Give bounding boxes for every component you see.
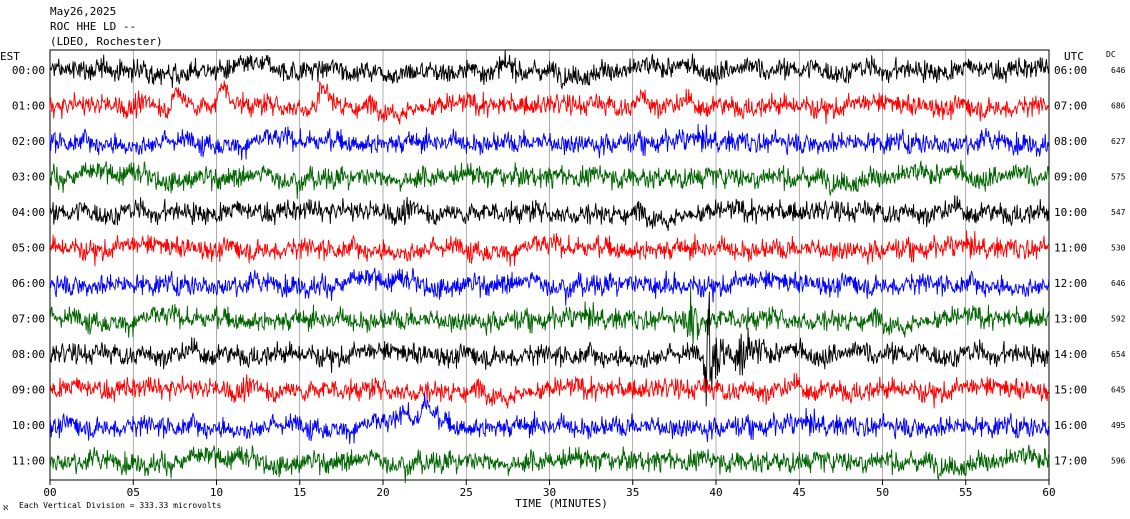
utc-label: 10:00 (1054, 206, 1087, 219)
dc-value: 530 (1111, 244, 1126, 253)
x-tick-label: 60 (1042, 486, 1055, 499)
utc-axis-label: UTC (1064, 50, 1084, 63)
x-tick-label: 55 (959, 486, 972, 499)
trace-line (49, 80, 1050, 125)
utc-label: 17:00 (1054, 455, 1087, 468)
dc-value: 645 (1111, 386, 1126, 395)
dc-value: 654 (1111, 350, 1126, 359)
utc-label: 09:00 (1054, 171, 1087, 184)
trace-line (49, 160, 1050, 200)
utc-label: 16:00 (1054, 419, 1087, 432)
x-tick-label: 35 (626, 486, 639, 499)
x-tick-label: 10 (210, 486, 223, 499)
date-label: May26,2025 (50, 5, 117, 18)
x-tick-label: 50 (876, 486, 889, 499)
utc-label: 08:00 (1054, 135, 1087, 148)
dc-value: 592 (1111, 315, 1126, 324)
x-tick-label: 30 (543, 486, 556, 499)
dc-value: 495 (1111, 421, 1126, 430)
trace-line (49, 123, 1050, 161)
utc-label: 07:00 (1054, 100, 1087, 113)
dc-value: 686 (1111, 102, 1126, 111)
trace-line (49, 195, 1050, 231)
est-label: 00:00 (12, 64, 45, 77)
dc-value: 627 (1111, 137, 1126, 146)
x-tick-label: 05 (127, 486, 140, 499)
utc-label: 12:00 (1054, 277, 1087, 290)
est-label: 04:00 (12, 206, 45, 219)
trace-line (49, 286, 1050, 344)
utc-label: 15:00 (1054, 384, 1087, 397)
trace-line (49, 372, 1050, 409)
est-label: 08:00 (12, 348, 45, 361)
est-label: 02:00 (12, 135, 45, 148)
x-tick-label: 40 (709, 486, 722, 499)
trace-line (49, 230, 1050, 267)
x-tick-label: 25 (460, 486, 473, 499)
scale-note: Each Vertical Division = 333.33 microvol… (19, 501, 221, 510)
scale-mark: ℵ (3, 504, 8, 512)
utc-label: 06:00 (1054, 64, 1087, 77)
utc-label: 13:00 (1054, 313, 1087, 326)
trace-line (49, 393, 1050, 445)
est-label: 03:00 (12, 171, 45, 184)
dc-value: 646 (1111, 66, 1126, 75)
est-label: 01:00 (12, 100, 45, 113)
dc-value: 596 (1111, 457, 1126, 466)
network-label: (LDEO, Rochester) (50, 35, 163, 48)
est-label: 07:00 (12, 313, 45, 326)
x-tick-label: 15 (293, 486, 306, 499)
est-label: 11:00 (12, 455, 45, 468)
x-tick-label: 00 (43, 486, 56, 499)
x-tick-label: 45 (793, 486, 806, 499)
dc-label: DC (1106, 50, 1116, 59)
dc-value: 646 (1111, 279, 1126, 288)
trace-line (49, 444, 1050, 484)
utc-label: 14:00 (1054, 348, 1087, 361)
dc-value: 547 (1111, 208, 1126, 217)
station-label: ROC HHE LD -- (50, 20, 137, 33)
est-label: 09:00 (12, 384, 45, 397)
x-tick-label: 20 (376, 486, 389, 499)
trace-line (49, 291, 1050, 407)
trace-line (49, 49, 1050, 90)
est-axis-label: EST (0, 50, 20, 63)
trace-line (49, 267, 1050, 306)
x-axis-label: TIME (MINUTES) (515, 497, 608, 510)
dc-value: 575 (1111, 173, 1126, 182)
est-label: 10:00 (12, 419, 45, 432)
est-label: 05:00 (12, 242, 45, 255)
utc-label: 11:00 (1054, 242, 1087, 255)
est-label: 06:00 (12, 277, 45, 290)
